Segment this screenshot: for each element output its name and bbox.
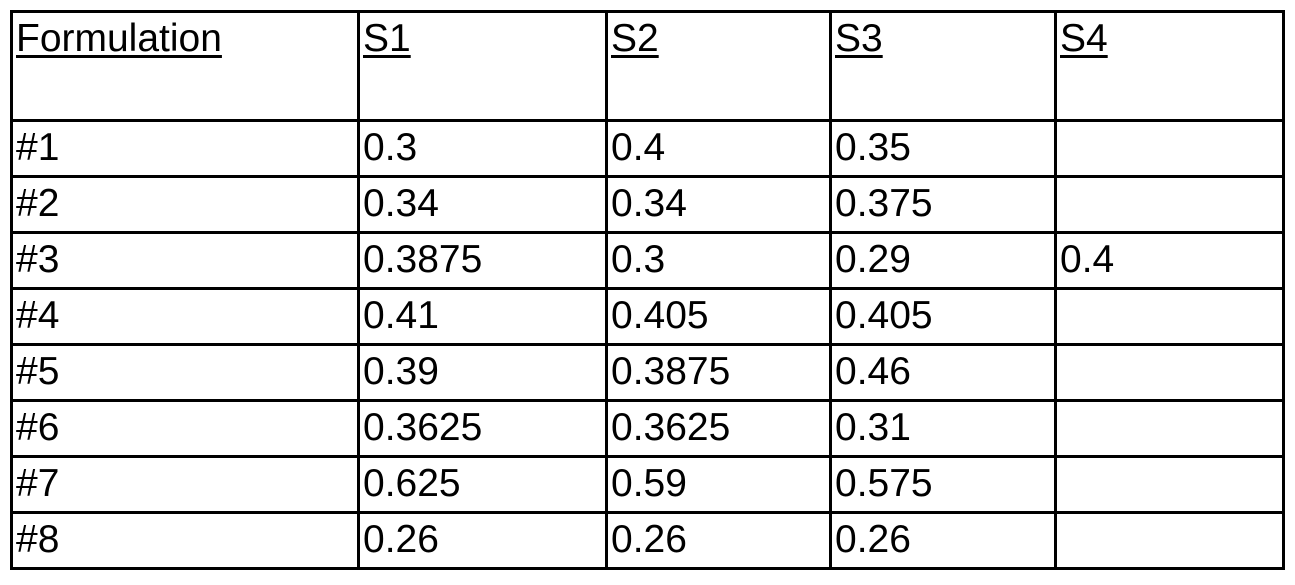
cell-s3: 0.575 xyxy=(831,457,1056,513)
cell-formulation: #7 xyxy=(12,457,359,513)
cell-formulation: #1 xyxy=(12,121,359,177)
cell-s2: 0.26 xyxy=(607,513,831,569)
cell-s3: 0.26 xyxy=(831,513,1056,569)
cell-s3: 0.405 xyxy=(831,289,1056,345)
cell-s4 xyxy=(1056,513,1284,569)
cell-s4: 0.4 xyxy=(1056,233,1284,289)
cell-formulation: #5 xyxy=(12,345,359,401)
cell-s1: 0.3625 xyxy=(359,401,607,457)
cell-s3: 0.35 xyxy=(831,121,1056,177)
cell-formulation: #6 xyxy=(12,401,359,457)
cell-s1: 0.41 xyxy=(359,289,607,345)
cell-s1: 0.39 xyxy=(359,345,607,401)
cell-s2: 0.34 xyxy=(607,177,831,233)
cell-s4 xyxy=(1056,401,1284,457)
table-row: #60.36250.36250.31 xyxy=(12,401,1284,457)
cell-formulation: #2 xyxy=(12,177,359,233)
cell-formulation: #8 xyxy=(12,513,359,569)
table-row: #80.260.260.26 xyxy=(12,513,1284,569)
cell-s4 xyxy=(1056,289,1284,345)
cell-s1: 0.3 xyxy=(359,121,607,177)
cell-s4 xyxy=(1056,457,1284,513)
cell-s2: 0.3625 xyxy=(607,401,831,457)
cell-s4 xyxy=(1056,345,1284,401)
table-row: #50.390.38750.46 xyxy=(12,345,1284,401)
table-row: #20.340.340.375 xyxy=(12,177,1284,233)
cell-formulation: #3 xyxy=(12,233,359,289)
cell-s2: 0.405 xyxy=(607,289,831,345)
cell-s1: 0.625 xyxy=(359,457,607,513)
formulation-table: FormulationS1S2S3S4#10.30.40.35#20.340.3… xyxy=(10,10,1285,570)
cell-s3: 0.31 xyxy=(831,401,1056,457)
table-row: #30.38750.30.290.4 xyxy=(12,233,1284,289)
column-header-s2: S2 xyxy=(607,12,831,121)
table-row: #10.30.40.35 xyxy=(12,121,1284,177)
cell-s2: 0.3 xyxy=(607,233,831,289)
cell-s2: 0.59 xyxy=(607,457,831,513)
cell-s1: 0.3875 xyxy=(359,233,607,289)
table-row: #40.410.4050.405 xyxy=(12,289,1284,345)
cell-s3: 0.29 xyxy=(831,233,1056,289)
column-header-s4: S4 xyxy=(1056,12,1284,121)
column-header-s1: S1 xyxy=(359,12,607,121)
cell-s3: 0.375 xyxy=(831,177,1056,233)
cell-s4 xyxy=(1056,177,1284,233)
column-header-formulation: Formulation xyxy=(12,12,359,121)
cell-formulation: #4 xyxy=(12,289,359,345)
cell-s1: 0.26 xyxy=(359,513,607,569)
cell-s4 xyxy=(1056,121,1284,177)
table-row: #70.6250.590.575 xyxy=(12,457,1284,513)
cell-s1: 0.34 xyxy=(359,177,607,233)
column-header-s3: S3 xyxy=(831,12,1056,121)
cell-s2: 0.3875 xyxy=(607,345,831,401)
cell-s3: 0.46 xyxy=(831,345,1056,401)
cell-s2: 0.4 xyxy=(607,121,831,177)
header-row: FormulationS1S2S3S4 xyxy=(12,12,1284,121)
